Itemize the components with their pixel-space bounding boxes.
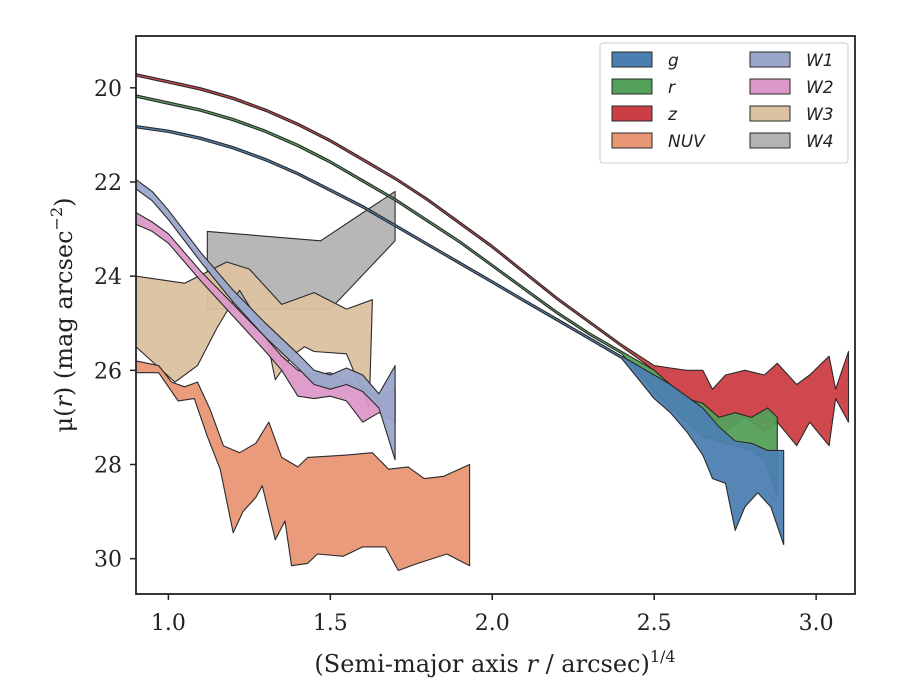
legend-swatch-nuv (611, 132, 653, 149)
legend: grz NUV W1 W2 W3 W4 (599, 42, 849, 164)
legend-label-g: g (668, 51, 679, 71)
legend-label-w3: W3 (806, 105, 834, 125)
x-tick-label: 3.0 (799, 611, 834, 636)
x-axis-ticks: 1.0 1.5 2.0 2.5 3.0 (151, 594, 834, 636)
legend-label-z: z (667, 105, 678, 125)
legend-label-r: r (668, 78, 676, 98)
series-band-nuv (136, 360, 471, 572)
x-axis-label: (Semi-major axis r / arcsec)1/4 (314, 647, 675, 678)
x-tick-label: 2.5 (637, 611, 672, 636)
series-band-w1 (136, 179, 396, 461)
plot-frame (135, 35, 856, 595)
y-tick-label: 24 (94, 265, 122, 290)
series-band-g (136, 124, 785, 546)
x-tick-label: 1.5 (313, 611, 348, 636)
legend-swatch-w3 (749, 105, 791, 122)
y-tick-label: 26 (94, 359, 122, 384)
y-tick-label: 28 (94, 454, 122, 479)
legend-swatch-w2 (749, 78, 791, 95)
legend-swatch-w4 (749, 132, 791, 149)
series-band-w3 (136, 261, 373, 409)
y-tick-label: 30 (94, 548, 122, 573)
x-tick-label: 1.0 (151, 611, 186, 636)
legend-swatch-w1 (749, 51, 791, 68)
y-axis-label: μ(r) (mag arcsec−2) (47, 197, 78, 432)
x-tick-label: 2.0 (475, 611, 510, 636)
y-axis-ticks: 20 22 24 26 28 30 (94, 77, 136, 573)
legend-swatch-g (611, 51, 653, 68)
legend-swatch-z (611, 105, 653, 122)
y-tick-label: 22 (94, 171, 122, 196)
legend-label-w4: W4 (806, 132, 834, 152)
legend-swatch-r (611, 78, 653, 95)
series-layer (136, 73, 850, 572)
legend-label-nuv: NUV (668, 132, 706, 152)
series-band-z (136, 73, 850, 447)
y-tick-label: 20 (94, 77, 122, 102)
legend-label-w1: W1 (806, 51, 834, 71)
legend-label-w2: W2 (806, 78, 834, 98)
